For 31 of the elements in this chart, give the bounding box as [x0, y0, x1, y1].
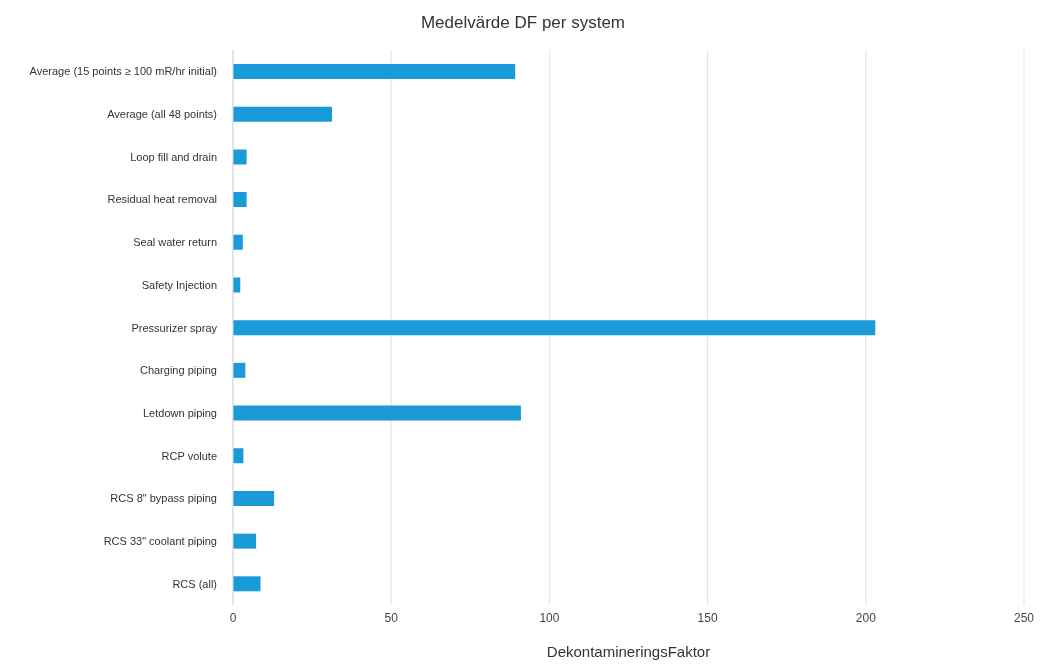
y-tick-label: RCS (all): [172, 577, 217, 590]
bar: [233, 576, 261, 592]
y-tick-label: Safety Injection: [141, 278, 217, 291]
bar: [233, 490, 275, 506]
bar: [233, 149, 247, 165]
bar: [233, 64, 516, 79]
y-tick-label: Average (all 48 points): [107, 108, 217, 121]
bar: [233, 106, 333, 122]
bar: [233, 405, 521, 421]
bar: [233, 320, 876, 336]
y-tick-label: RCP volute: [161, 449, 217, 462]
x-tick-label: 50: [384, 610, 399, 625]
x-tick-label: 100: [539, 610, 560, 625]
y-tick-label: Letdown piping: [142, 406, 217, 419]
x-tick-label: 150: [697, 610, 718, 625]
x-tick-label: 250: [1013, 610, 1035, 625]
y-tick-label: Seal water return: [133, 236, 217, 249]
y-tick-label: RCS 33" coolant piping: [103, 534, 217, 547]
y-tick-label: RCS 8" bypass piping: [110, 492, 217, 505]
y-tick-label: Average (15 points ≥ 100 mR/hr initial): [29, 65, 217, 78]
bar: [233, 192, 247, 208]
y-tick-label: Pressurizer spray: [131, 321, 218, 334]
y-tick-label: Charging piping: [139, 364, 217, 377]
x-tick-label: 0: [229, 610, 237, 625]
y-tick-label: Loop fill and drain: [130, 150, 217, 163]
chart-title: Medelvärde DF per system: [419, 12, 627, 34]
x-axis-title: DekontamineringsFaktor: [546, 643, 711, 660]
bar: [233, 533, 257, 549]
x-tick-label: 200: [855, 610, 877, 625]
bar: [233, 234, 243, 250]
y-tick-label: Residual heat removal: [107, 193, 217, 206]
